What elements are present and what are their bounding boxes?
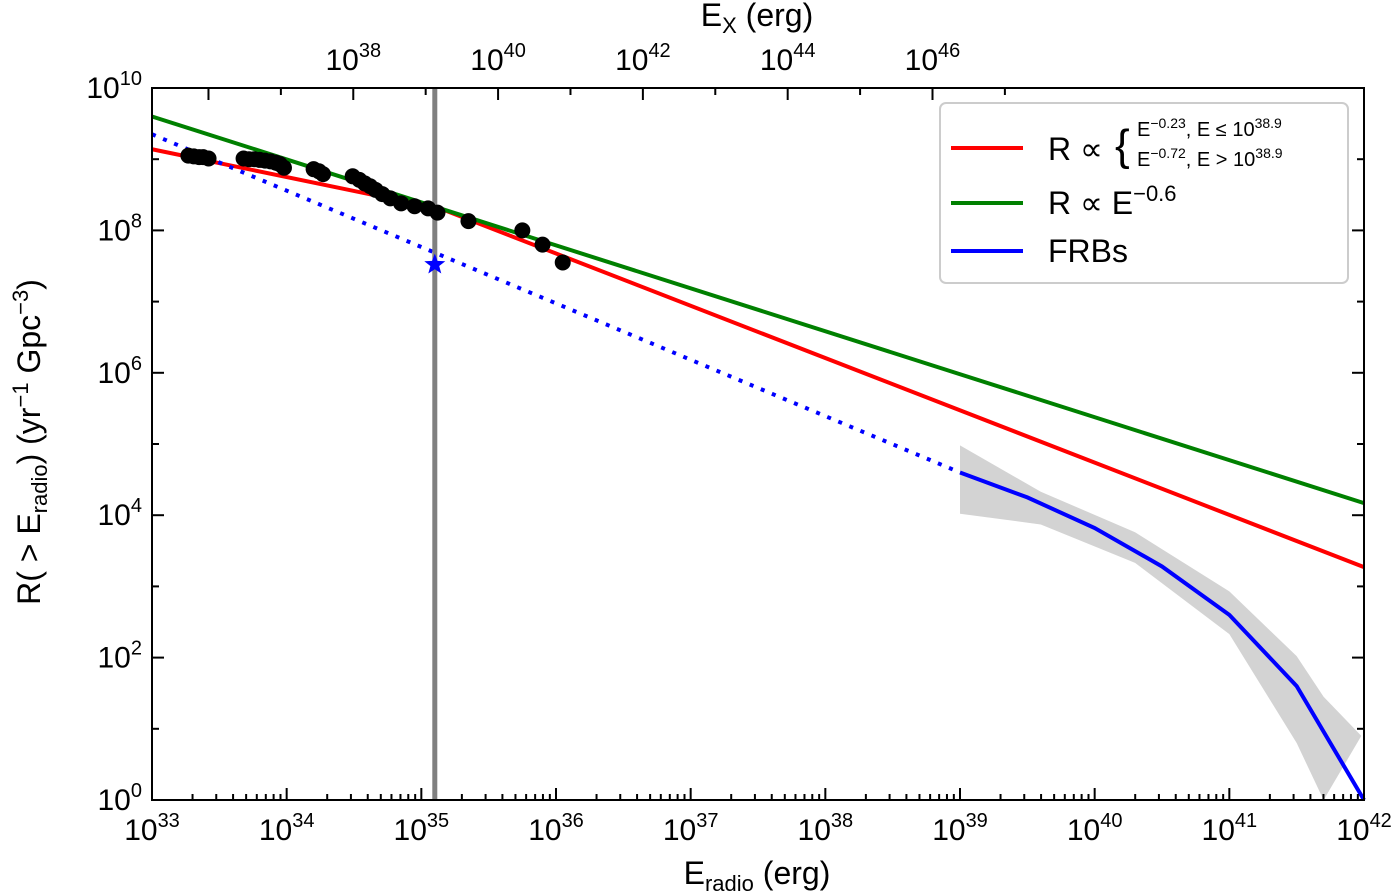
y-tick-label: 108 — [98, 210, 143, 247]
data-point — [514, 222, 531, 239]
y-axis-title: R( > Eradio) (yr−1 Gpc−3) — [8, 279, 52, 605]
tick-labels: 1033 1034 1035 1036 1037 1038 1039 1040 1041 1042… — [86, 40, 1391, 847]
x-tick-label: 1035 — [394, 810, 450, 847]
legend-label-single-power-law: R ∝ E−0.6 — [1048, 181, 1177, 221]
y-tick-label: 102 — [98, 638, 143, 675]
x-tick-label: 1040 — [1067, 810, 1123, 847]
data-point — [315, 166, 332, 183]
data-point — [406, 198, 423, 215]
star-marker-group — [424, 253, 446, 274]
legend-brace: { — [1115, 121, 1130, 170]
data-point — [534, 236, 551, 253]
y-tick-label: 100 — [98, 780, 143, 817]
data-point — [393, 195, 410, 212]
x-tick-label: 1034 — [259, 810, 315, 847]
series-line-frbs_extrapolated — [151, 132, 961, 475]
y-tick-label: 104 — [98, 495, 143, 532]
top-x-tick-label: 1038 — [325, 40, 381, 77]
top-x-axis-title: EX (erg) — [701, 0, 813, 38]
x-tick-label: 1042 — [1336, 810, 1392, 847]
legend-case-1: E−0.23, E ≤ 1038.9 — [1137, 115, 1282, 141]
y-tick-label: 106 — [98, 353, 143, 390]
data-point — [200, 150, 217, 167]
axis-ticks — [151, 87, 1365, 801]
legend-label-frbs: FRBs — [1048, 233, 1128, 269]
x-tick-label: 1041 — [1202, 810, 1258, 847]
frb-confidence-band — [960, 445, 1362, 800]
x-tick-label: 1039 — [932, 810, 988, 847]
series-line-frbs — [959, 470, 1366, 802]
x-tick-label: 1036 — [528, 810, 584, 847]
data-point — [429, 204, 446, 221]
x-tick-label: 1033 — [124, 810, 180, 847]
x-axis-title: Eradio (erg) — [684, 855, 831, 891]
data-point — [460, 213, 477, 230]
data-point — [275, 159, 292, 176]
x-tick-label: 1038 — [798, 810, 854, 847]
legend: R ∝ { E−0.23, E ≤ 1038.9 E−0.72, E > 103… — [939, 102, 1349, 284]
legend-box — [939, 102, 1349, 284]
data-point — [554, 254, 571, 271]
x-tick-label: 1037 — [663, 810, 719, 847]
confidence-band-area — [960, 445, 1362, 800]
legend-label-broken-power-law: R ∝ — [1048, 131, 1103, 167]
star-marker — [424, 253, 446, 274]
y-tick-label: 1010 — [86, 68, 142, 105]
top-x-tick-label: 1040 — [470, 40, 526, 77]
top-x-tick-label: 1046 — [905, 40, 961, 77]
top-x-tick-label: 1044 — [760, 40, 816, 77]
legend-case-2: E−0.72, E > 1038.9 — [1137, 145, 1283, 171]
observed-points — [180, 147, 571, 271]
top-x-tick-label: 1042 — [615, 40, 671, 77]
